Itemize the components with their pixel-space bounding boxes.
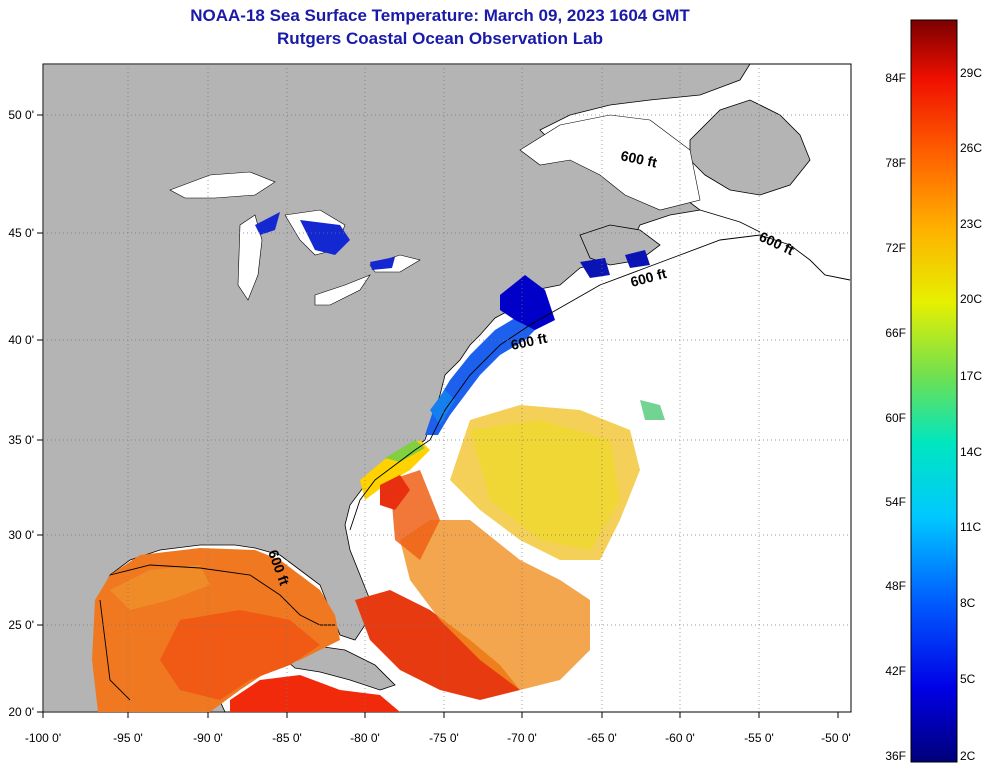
lon-label: -80 0' — [350, 731, 380, 745]
lon-label: -75 0' — [429, 731, 459, 745]
cb-c-label: 29C — [960, 66, 982, 80]
cb-c-label: 2C — [960, 749, 976, 763]
lat-label: 20 0' — [8, 705, 34, 719]
cb-f-label: 60F — [885, 411, 906, 425]
colorbar — [910, 19, 958, 763]
cb-f-label: 72F — [885, 241, 906, 255]
cb-f-label: 66F — [885, 326, 906, 340]
lon-label: -65 0' — [587, 731, 617, 745]
lat-label: 45 0' — [8, 226, 34, 240]
cb-c-label: 11C — [960, 520, 981, 534]
colorbar-celsius-labels: 29C 26C 23C 20C 17C 14C 11C 8C 5C 2C — [960, 66, 982, 763]
sst-atlantic-warm — [390, 400, 665, 690]
map-subtitle: Rutgers Coastal Ocean Observation Lab — [277, 29, 603, 48]
lake-cold-water — [255, 212, 395, 270]
colorbar-fahrenheit-labels: 84F 78F 72F 66F 60F 54F 48F 42F 36F — [885, 71, 906, 763]
isobath-label: 600 ft — [619, 147, 658, 170]
land-newfoundland — [689, 99, 811, 196]
isobath-600ft — [99, 209, 851, 701]
sst-gulf-of-mexico — [92, 548, 340, 712]
lat-label: 35 0' — [8, 433, 34, 447]
cb-c-label: 5C — [960, 672, 976, 686]
lat-label: 30 0' — [8, 528, 34, 542]
lon-label: -60 0' — [665, 731, 695, 745]
graticule — [43, 64, 851, 712]
axis-tick-marks — [37, 114, 839, 718]
lat-label: 40 0' — [8, 333, 34, 347]
latitude-labels: 20 0' 25 0' 30 0' 35 0' 40 0' 45 0' 50 0… — [8, 108, 34, 719]
map-title: NOAA-18 Sea Surface Temperature: March 0… — [190, 6, 690, 25]
cb-c-label: 23C — [960, 217, 982, 231]
cb-c-label: 14C — [960, 445, 982, 459]
sst-mid-atlantic-cold — [425, 250, 650, 435]
cb-c-label: 8C — [960, 596, 976, 610]
lat-label: 25 0' — [8, 618, 34, 632]
cb-f-label: 36F — [885, 749, 906, 763]
cb-f-label: 78F — [885, 156, 906, 170]
land-cuba — [279, 644, 396, 691]
cb-f-label: 54F — [885, 495, 906, 509]
cb-c-label: 26C — [960, 141, 982, 155]
lon-label: -70 0' — [507, 731, 537, 745]
cb-f-label: 48F — [885, 579, 906, 593]
sst-gulf-stream — [360, 440, 430, 510]
sst-caribbean — [230, 590, 520, 712]
lon-label: -55 0' — [744, 731, 774, 745]
lon-label: -50 0' — [821, 731, 851, 745]
cb-c-label: 17C — [960, 369, 982, 383]
cb-c-label: 20C — [960, 292, 982, 306]
cb-f-label: 84F — [885, 71, 906, 85]
lon-label: -85 0' — [272, 731, 302, 745]
lat-label: 50 0' — [8, 108, 34, 122]
lon-label: -95 0' — [113, 731, 143, 745]
cb-f-label: 42F — [885, 664, 906, 678]
lon-label: -100 0' — [25, 731, 61, 745]
isobath-label: 600 ft — [509, 330, 548, 353]
lon-label: -90 0' — [193, 731, 223, 745]
longitude-labels: -100 0' -95 0' -90 0' -85 0' -80 0' -75 … — [25, 731, 851, 745]
